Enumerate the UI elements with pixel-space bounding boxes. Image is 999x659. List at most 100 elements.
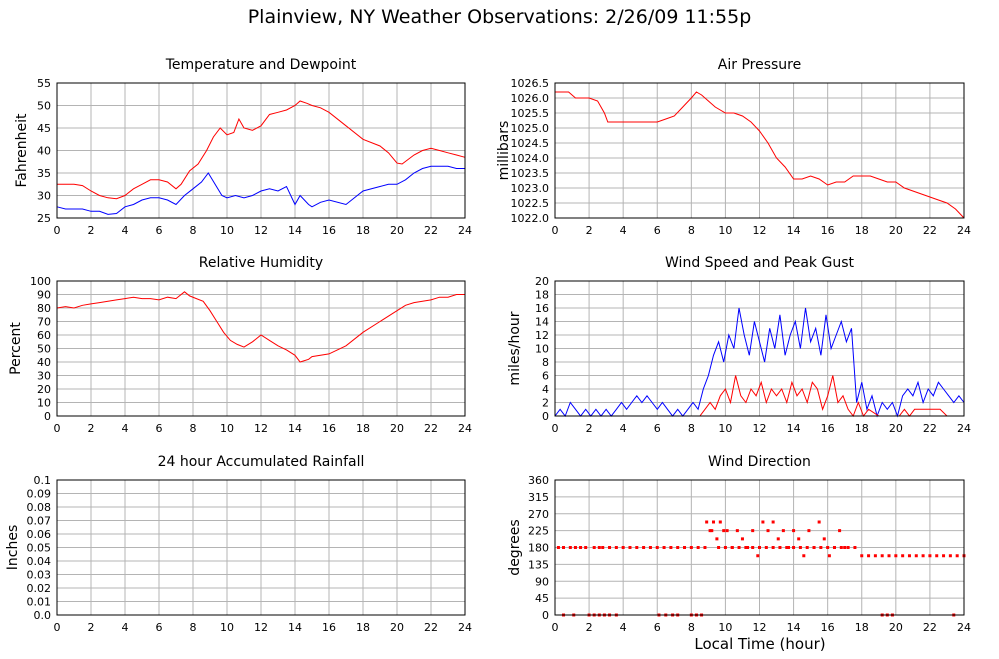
humidity-y-axis-label: Percent: [8, 322, 24, 375]
pressure-x-tick-label: 12: [753, 224, 767, 237]
direction-point: [928, 554, 932, 558]
rain-x-tick-label: 2: [88, 621, 95, 634]
rain-x-tick-label: 8: [190, 621, 197, 634]
pressure-y-tick-label: 1024.0: [511, 152, 550, 165]
direction-y-tick-label: 180: [528, 542, 549, 555]
wind-y-tick-label: 0: [542, 410, 549, 423]
direction-point: [608, 546, 612, 549]
direction-x-tick-label: 6: [654, 621, 661, 634]
direction-point: [689, 546, 693, 549]
direction-point: [771, 520, 775, 524]
rain-y-tick-label: 0.09: [27, 488, 52, 501]
wind-y-tick-label: 6: [542, 370, 549, 383]
direction-x-tick-label: 14: [787, 621, 801, 634]
wind-y-tick-label: 18: [535, 289, 549, 302]
humidity-x-tick-label: 4: [122, 422, 129, 435]
direction-point: [710, 529, 714, 533]
direction-point: [826, 546, 830, 549]
wind-x-tick-label: 16: [821, 422, 835, 435]
rain-x-tick-label: 10: [220, 621, 234, 634]
rain-x-tick-label: 14: [288, 621, 302, 634]
wind-x-tick-label: 2: [586, 422, 593, 435]
temp-x-tick-label: 0: [54, 224, 61, 237]
humidity-x-tick-label: 0: [54, 422, 61, 435]
humidity-y-tick-label: 60: [37, 329, 51, 342]
direction-point: [735, 529, 739, 533]
wind-x-tick-label: 10: [718, 422, 732, 435]
temp-x-tick-label: 16: [322, 224, 336, 237]
direction-point: [579, 546, 583, 549]
pressure-chart: 0 2 4 6 8 10 12 14 16 18 20 22 241022.01022.51023.01…: [496, 57, 971, 237]
pressure-x-tick-label: 10: [718, 224, 732, 237]
rain-x-tick-label: 4: [122, 621, 129, 634]
temp-y-tick-label: 35: [37, 167, 51, 180]
wind-x-tick-label: 6: [654, 422, 661, 435]
wind-y-tick-label: 14: [535, 316, 549, 329]
rain-x-tick-label: 12: [254, 621, 268, 634]
temp-y-tick-label: 40: [37, 145, 51, 158]
humidity-x-tick-label: 14: [288, 422, 302, 435]
wind-y-tick-label: 16: [535, 302, 549, 315]
direction-point: [901, 554, 905, 558]
temp-y-tick-label: 55: [37, 77, 51, 90]
wind-y-tick-label: 20: [535, 275, 549, 288]
temp-x-tick-label: 8: [190, 224, 197, 237]
pressure-x-tick-label: 16: [821, 224, 835, 237]
wind-title: Wind Speed and Peak Gust: [665, 255, 854, 271]
direction-point: [718, 520, 722, 524]
humidity-y-tick-label: 70: [37, 316, 51, 329]
direction-point: [781, 529, 785, 533]
pressure-x-tick-label: 22: [923, 224, 937, 237]
direction-x-tick-label: 8: [688, 621, 695, 634]
pressure-y-tick-label: 1024.5: [511, 137, 550, 150]
pressure-y-tick-label: 1025.5: [511, 107, 550, 120]
temp-y-tick-label: 25: [37, 212, 51, 225]
direction-point: [894, 554, 898, 558]
direction-y-tick-label: 270: [528, 508, 549, 521]
direction-point: [832, 546, 836, 549]
direction-point: [812, 546, 816, 549]
rain-y-tick-label: 0.0: [34, 609, 52, 622]
direction-point: [746, 546, 750, 549]
direction-point: [771, 546, 775, 549]
direction-point: [764, 546, 768, 549]
direction-y-tick-label: 315: [528, 491, 549, 504]
pressure-y-tick-label: 1023.5: [511, 167, 550, 180]
humidity-x-tick-label: 12: [254, 422, 268, 435]
wind-y-axis-label: miles/hour: [507, 311, 523, 385]
direction-point: [737, 546, 741, 549]
direction-point: [621, 546, 625, 549]
direction-y-tick-label: 225: [528, 525, 549, 538]
direction-y-tick-label: 45: [535, 592, 549, 605]
rain-y-tick-label: 0.08: [27, 501, 52, 514]
pressure-x-tick-label: 2: [586, 224, 593, 237]
direction-point: [805, 546, 809, 549]
pressure-y-tick-label: 1022.5: [511, 197, 550, 210]
direction-point: [786, 546, 790, 549]
temp-x-tick-label: 6: [156, 224, 163, 237]
rain-chart: 0 2 4 6 8 10 12 14 16 18 20 22 240.00.010.020.030.04…: [5, 454, 472, 634]
direction-point: [568, 546, 572, 549]
rain-y-tick-label: 0.06: [27, 528, 52, 541]
direction-y-tick-label: 90: [535, 575, 549, 588]
pressure-title: Air Pressure: [718, 57, 801, 73]
direction-y-axis-label: degrees: [507, 519, 523, 575]
direction-point: [921, 554, 925, 558]
wind-x-tick-label: 18: [855, 422, 869, 435]
humidity-title: Relative Humidity: [199, 255, 323, 271]
humidity-x-tick-label: 8: [190, 422, 197, 435]
direction-point: [562, 546, 566, 549]
direction-point: [648, 546, 652, 549]
direction-point: [573, 546, 577, 549]
direction-point: [887, 554, 891, 558]
temp-x-tick-label: 20: [390, 224, 404, 237]
pressure-y-tick-label: 1022.0: [511, 212, 550, 225]
rain-x-tick-label: 6: [156, 621, 163, 634]
rain-y-tick-label: 0.04: [27, 555, 52, 568]
humidity-y-tick-label: 40: [37, 356, 51, 369]
direction-point: [843, 546, 847, 549]
rain-y-tick-label: 0.02: [27, 582, 52, 595]
pressure-y-tick-label: 1026.5: [511, 77, 550, 90]
rain-y-tick-label: 0.1: [34, 474, 52, 487]
temp-x-tick-label: 18: [356, 224, 370, 237]
